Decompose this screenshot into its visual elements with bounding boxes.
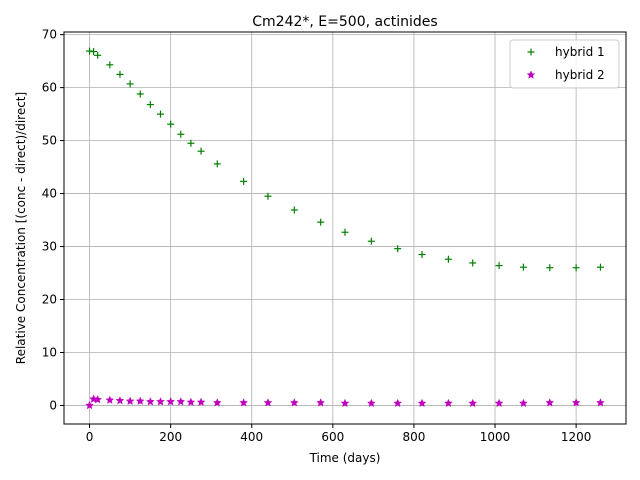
legend-box — [509, 39, 620, 89]
data-point — [317, 218, 325, 226]
data-point — [186, 397, 196, 407]
y-tick-label: 10 — [42, 345, 57, 359]
data-point — [115, 396, 125, 405]
legend-label-hybrid-2: hybrid 2 — [555, 68, 605, 82]
data-point — [240, 177, 248, 185]
series-hybrid-1 — [86, 47, 604, 272]
data-point — [176, 397, 186, 406]
x-tick-label: 800 — [402, 430, 425, 444]
data-point — [90, 48, 98, 56]
data-point — [418, 250, 426, 258]
data-point — [196, 397, 206, 407]
axis-ticks: 0 200 400 600 800 1000 1200 0 10 20 30 40 50 60 70 — [42, 28, 592, 444]
y-tick-label: 20 — [42, 293, 57, 307]
data-point — [166, 397, 176, 406]
data-point — [443, 398, 453, 408]
data-point — [495, 262, 503, 270]
y-tick-label: 50 — [42, 134, 57, 148]
legend-marker-star — [526, 70, 536, 79]
data-point — [572, 264, 580, 272]
data-point — [239, 398, 249, 407]
data-point — [106, 61, 114, 69]
x-tick-label: 1000 — [480, 430, 511, 444]
data-point — [94, 51, 102, 59]
legend-label-hybrid-1: hybrid 1 — [555, 45, 605, 59]
legend-marker-hybrid-1 — [527, 48, 535, 56]
data-point — [89, 394, 99, 403]
y-axis-label: Relative Concentration [(conc - direct)/… — [14, 92, 28, 364]
data-point — [545, 398, 555, 407]
data-point — [136, 90, 144, 98]
series-hybrid-2 — [85, 394, 605, 410]
x-tick-label: 400 — [240, 430, 263, 444]
data-point — [105, 395, 115, 404]
data-point — [126, 80, 134, 88]
plot-area-frame — [63, 31, 627, 425]
data-point — [469, 259, 477, 267]
data-point — [212, 398, 222, 407]
grid — [64, 32, 626, 424]
data-point — [167, 120, 175, 128]
data-point — [518, 398, 528, 408]
data-marks — [85, 47, 605, 410]
data-point — [116, 70, 124, 78]
y-tick-label: 30 — [42, 240, 57, 254]
data-point — [125, 396, 135, 405]
data-point — [417, 398, 427, 408]
x-tick-label: 200 — [159, 430, 182, 444]
x-axis-label: Time (days) — [309, 451, 381, 465]
data-point — [177, 130, 185, 138]
x-tick-label: 600 — [321, 430, 344, 444]
data-point — [366, 398, 376, 408]
y-tick-label: 60 — [42, 81, 57, 95]
chart-title: Cm242*, E=500, actinides — [252, 14, 437, 30]
data-point — [341, 228, 349, 236]
data-point — [494, 398, 504, 408]
data-point — [468, 398, 478, 408]
data-point — [546, 264, 554, 272]
data-point — [263, 398, 273, 407]
data-point — [197, 147, 205, 155]
legend-marker-hybrid-2 — [526, 70, 536, 79]
data-point — [264, 192, 272, 200]
data-point — [156, 397, 165, 406]
y-tick-label: 0 — [49, 398, 57, 412]
data-point — [519, 263, 527, 271]
x-tick-label: 0 — [86, 430, 94, 444]
data-point — [187, 139, 195, 147]
data-point — [146, 101, 154, 109]
data-point — [213, 160, 221, 168]
data-point — [367, 237, 375, 245]
data-point — [571, 398, 581, 407]
data-point — [290, 206, 298, 214]
data-point — [444, 255, 452, 263]
data-point — [135, 396, 145, 405]
y-tick-label: 40 — [42, 187, 57, 201]
data-point — [145, 397, 155, 406]
legend: hybrid 1 hybrid 2 — [509, 39, 620, 89]
legend-marker-plus — [527, 48, 535, 56]
data-point — [596, 398, 605, 407]
data-point — [316, 398, 326, 407]
data-point — [393, 398, 403, 408]
data-point — [394, 245, 402, 253]
data-point — [289, 398, 299, 407]
data-point — [157, 110, 165, 118]
x-tick-label: 1200 — [561, 430, 592, 444]
data-point — [93, 394, 103, 404]
data-point — [596, 263, 604, 271]
y-tick-label: 70 — [42, 28, 57, 42]
data-point — [340, 398, 350, 408]
data-point — [85, 400, 94, 410]
